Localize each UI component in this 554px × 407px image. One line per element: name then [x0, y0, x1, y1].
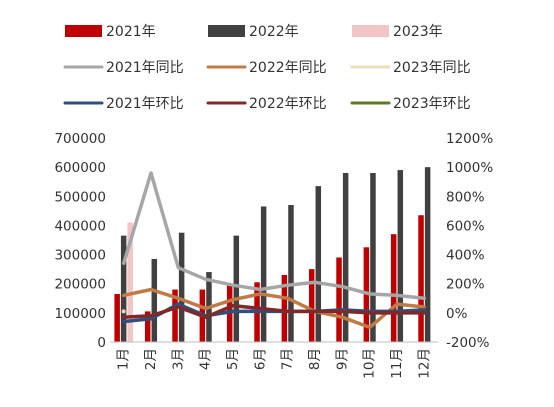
bar-2021年-1月: [114, 293, 120, 342]
left-tick-label: 400000: [54, 218, 106, 234]
x-axis: 1月 2月 3月 4月 5月 6月 7月 8月 9月 10月 11月 12月: [110, 341, 438, 379]
right-tick-label: 1000%: [446, 160, 493, 176]
bar-2021年-11月: [390, 234, 397, 342]
line-series-2022年环比: [121, 303, 427, 319]
x-tick-label-3月: 3月: [170, 348, 186, 370]
bar-2021年-12月: [418, 215, 424, 342]
right-tick-label: 0%: [446, 306, 468, 322]
x-tick-label-7月: 7月: [280, 348, 296, 370]
bar-2021年-7月: [281, 274, 288, 342]
bar-2021年-9月: [336, 257, 342, 342]
left-tick-label: 300000: [54, 248, 106, 264]
bar-2021年-8月: [308, 269, 315, 342]
x-tick-label-9月: 9月: [334, 348, 350, 370]
x-tick-label-8月: 8月: [307, 348, 323, 370]
left-tick-label: 0: [97, 335, 106, 351]
line-series-2021年同比: [121, 171, 427, 301]
legend-label-2022年环比: 2022年环比: [249, 96, 327, 112]
legend-swatch-2022年: [208, 25, 245, 37]
right-tick-label: 200%: [446, 277, 485, 293]
plot-area: [114, 167, 431, 342]
left-tick-label: 100000: [54, 306, 106, 322]
x-tick-label-12月: 12月: [416, 348, 432, 379]
bar-2021年-2月: [144, 311, 151, 342]
legend-label-2023年同比: 2023年同比: [393, 60, 471, 76]
left-tick-label: 500000: [54, 189, 106, 205]
bar-2022年-10月: [370, 172, 376, 342]
bar-2022年-3月: [178, 232, 185, 342]
left-axis: 0 100000 200000 300000 400000 500000 600000 700…: [54, 131, 106, 351]
bar-2022年-7月: [288, 205, 294, 342]
right-tick-label: 800%: [446, 189, 485, 205]
legend-label-2021年同比: 2021年同比: [106, 60, 184, 76]
legend-label-2023年环比: 2023年环比: [393, 96, 471, 112]
x-tick-label-2月: 2月: [143, 348, 159, 370]
line-series-2022年同比: [121, 287, 427, 330]
x-tick-label-11月: 11月: [389, 348, 405, 379]
left-tick-label: 600000: [54, 160, 106, 176]
bar-2022年-11月: [397, 170, 404, 342]
x-tick-label-6月: 6月: [252, 348, 268, 370]
right-axis: -200% 0% 200% 400% 600% 800% 1000% 1200%: [446, 131, 493, 351]
legend-label-2023年: 2023年: [393, 24, 443, 40]
left-tick-label: 700000: [54, 131, 106, 147]
bar-2022年-2月: [151, 258, 158, 342]
bar-2022年-8月: [315, 186, 322, 342]
x-tick-label-5月: 5月: [225, 348, 241, 370]
right-tick-label: -200%: [446, 335, 490, 351]
legend: 2021年 2022年 2023年 2021年同比 2022年同比 2023年同比 2021…: [63, 24, 471, 112]
bar-2022年-9月: [342, 172, 349, 342]
right-tick-label: 400%: [446, 248, 485, 264]
bar-2021年-3月: [172, 289, 178, 342]
legend-label-2021年: 2021年: [106, 24, 156, 40]
line-point-2023年同比: [121, 309, 126, 314]
right-tick-label: 600%: [446, 218, 485, 234]
x-tick-label-4月: 4月: [198, 348, 214, 370]
x-tick-label-1月: 1月: [116, 348, 132, 370]
x-tick-label-10月: 10月: [362, 348, 378, 379]
right-tick-label: 1200%: [446, 131, 493, 147]
bar-2022年-12月: [424, 167, 431, 342]
legend-label-2022年: 2022年: [249, 24, 299, 40]
left-tick-label: 200000: [54, 277, 106, 293]
legend-label-2021年环比: 2021年环比: [106, 96, 184, 112]
bar-2022年-1月: [120, 235, 127, 342]
bar-2022年-5月: [233, 235, 240, 342]
bar-2023年-1月: [127, 222, 133, 342]
legend-swatch-2021年: [65, 25, 102, 37]
bar-2022年-6月: [260, 206, 267, 342]
legend-label-2022年同比: 2022年同比: [249, 60, 327, 76]
legend-swatch-2023年: [352, 25, 389, 37]
